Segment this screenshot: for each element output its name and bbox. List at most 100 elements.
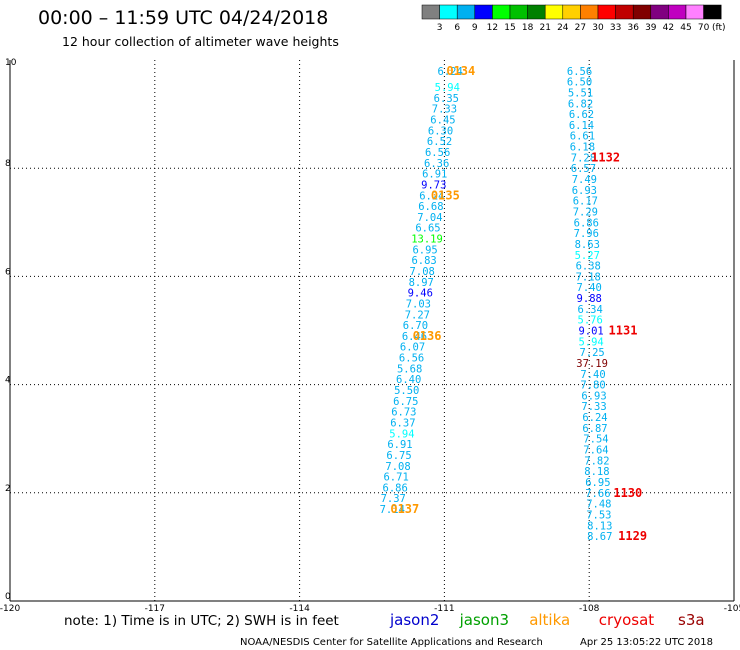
wave-height-point: 6.56 xyxy=(425,147,450,159)
legend-jason2: jason2 xyxy=(389,611,439,629)
wave-height-point: 6.73 xyxy=(391,407,416,419)
time-label: 1131 xyxy=(609,324,638,338)
x-tick-label: -120 xyxy=(0,604,20,614)
scale-bin-label: 15 xyxy=(504,23,515,33)
scale-bin-3 xyxy=(421,4,440,20)
time-label: 0134 xyxy=(446,64,475,78)
time-label: 1130 xyxy=(613,486,642,500)
scale-bin-27 xyxy=(562,4,581,20)
wave-height-point: 6.17 xyxy=(573,196,598,208)
wave-height-point: 6.56 xyxy=(567,66,592,78)
wave-height-point: 6.71 xyxy=(383,472,408,484)
wave-height-point: 6.83 xyxy=(411,255,436,267)
legend-cryosat: cryosat xyxy=(599,611,654,629)
scale-bin-label: 18 xyxy=(522,23,534,33)
scale-bin-45 xyxy=(668,4,687,20)
wave-height-point: 6.86 xyxy=(574,217,599,229)
y-tick-label: 0 xyxy=(5,592,11,602)
wave-height-point: 6.91 xyxy=(422,169,447,181)
scale-bin-21 xyxy=(527,4,546,20)
scale-bin-42 xyxy=(650,4,669,20)
time-labels: 0134 0135 0136 0137 1132 1131 1130 1129 xyxy=(390,64,647,543)
wave-height-point: 6.57 xyxy=(571,163,596,175)
wave-height-point: 9.46 xyxy=(408,288,433,300)
wave-height-point: 6.82 xyxy=(568,98,593,110)
y-tick-label: 10 xyxy=(5,58,17,68)
wave-height-point: 5.94 xyxy=(578,336,603,348)
wave-height-point: 5.51 xyxy=(568,87,593,99)
time-label: 1129 xyxy=(618,529,647,543)
wave-height-point: 6.93 xyxy=(572,185,597,197)
scale-bin-label: 33 xyxy=(610,23,621,33)
scale-bin-36 xyxy=(615,4,634,20)
scale-bin-label: 70 xyxy=(698,23,710,33)
y-tick-labels: 0 2 4 6 8 10 xyxy=(5,58,17,602)
wave-height-point: 6.24 xyxy=(419,190,444,202)
wave-height-point: 6.36 xyxy=(424,158,449,170)
scale-bin-label: 9 xyxy=(472,23,478,33)
time-label: 0137 xyxy=(390,502,419,516)
y-tick-label: 4 xyxy=(5,376,11,386)
wave-height-point: 7.96 xyxy=(574,228,599,240)
wave-height-point: 6.37 xyxy=(390,417,415,429)
wave-height-point: 5.76 xyxy=(578,315,603,327)
wave-height-points: 6.245.946.357.336.456.306.526.566.366.91… xyxy=(380,66,613,543)
scale-bin-18 xyxy=(509,4,528,20)
wave-height-point: 7.40 xyxy=(580,369,605,381)
x-tick-label: -117 xyxy=(145,604,165,614)
wave-height-point: 13.19 xyxy=(411,234,443,246)
scale-bin-label: 36 xyxy=(627,23,639,33)
wave-height-point: 7.49 xyxy=(572,174,597,186)
satellite-legend: jason2 jason3 altika cryosat s3a xyxy=(389,611,705,629)
wave-height-point: 6.93 xyxy=(581,390,606,402)
time-label: 0136 xyxy=(413,329,442,343)
wave-height-point: 8.13 xyxy=(587,520,612,532)
wave-height-point: 9.88 xyxy=(577,293,602,305)
wave-height-point: 6.61 xyxy=(570,131,595,143)
y-tick-label: 2 xyxy=(5,484,11,494)
wave-height-point: 6.91 xyxy=(387,439,412,451)
wave-height-point: 5.50 xyxy=(394,385,419,397)
wave-height-point: 6.38 xyxy=(576,261,601,273)
scale-bin-15 xyxy=(492,4,511,20)
wave-height-point: 7.53 xyxy=(586,509,611,521)
wave-height-point: 7.80 xyxy=(580,380,605,392)
wave-height-point: 7.28 xyxy=(571,152,596,164)
wave-height-point: 6.86 xyxy=(383,482,408,494)
wave-height-point: 6.14 xyxy=(569,120,594,132)
wave-height-point: 6.46 xyxy=(402,331,427,343)
wave-height-point: 5.94 xyxy=(435,82,460,94)
wave-height-point: 6.87 xyxy=(582,423,607,435)
wave-height-point: 7.27 xyxy=(405,309,430,321)
x-tick-label: -108 xyxy=(579,604,600,614)
wave-height-point: 7.08 xyxy=(410,266,435,278)
scale-bin-24 xyxy=(544,4,564,20)
wave-height-point: 7.48 xyxy=(586,499,611,511)
y-tick-label: 6 xyxy=(5,267,11,277)
grid-lines xyxy=(10,60,734,601)
wave-height-point: 6.70 xyxy=(403,320,428,332)
scale-bin-6 xyxy=(439,4,458,20)
wave-height-point: 7.33 xyxy=(581,401,606,413)
scale-bin-label: 45 xyxy=(680,23,691,33)
wave-height-point: 7.04 xyxy=(417,212,442,224)
x-tick-label: -114 xyxy=(289,604,310,614)
wave-height-point: 7.29 xyxy=(573,206,598,218)
scale-bin-label: 24 xyxy=(557,23,569,33)
x-tick-labels: -120 -117 -114 -111 -108 -105 xyxy=(0,604,740,614)
wave-height-point: 9.73 xyxy=(421,179,446,191)
chart-title: 00:00 – 11:59 UTC 04/24/2018 xyxy=(38,7,328,29)
wave-height-point: 6.34 xyxy=(578,304,603,316)
wave-height-point: 6.95 xyxy=(412,244,437,256)
wave-height-point: 7.03 xyxy=(406,298,431,310)
scale-bin-max xyxy=(703,4,722,20)
wave-height-point: 6.07 xyxy=(400,342,425,354)
wave-height-point: 7.66 xyxy=(585,488,610,500)
scale-bin-label: 3 xyxy=(437,23,443,33)
wave-height-point: 6.30 xyxy=(428,125,453,137)
wave-height-point: 5.94 xyxy=(389,428,414,440)
wave-height-point: 7.37 xyxy=(381,493,406,505)
wave-height-point: 5.68 xyxy=(397,363,422,375)
wave-height-point: 7.82 xyxy=(584,455,609,467)
wave-height-point: 6.62 xyxy=(569,109,594,121)
